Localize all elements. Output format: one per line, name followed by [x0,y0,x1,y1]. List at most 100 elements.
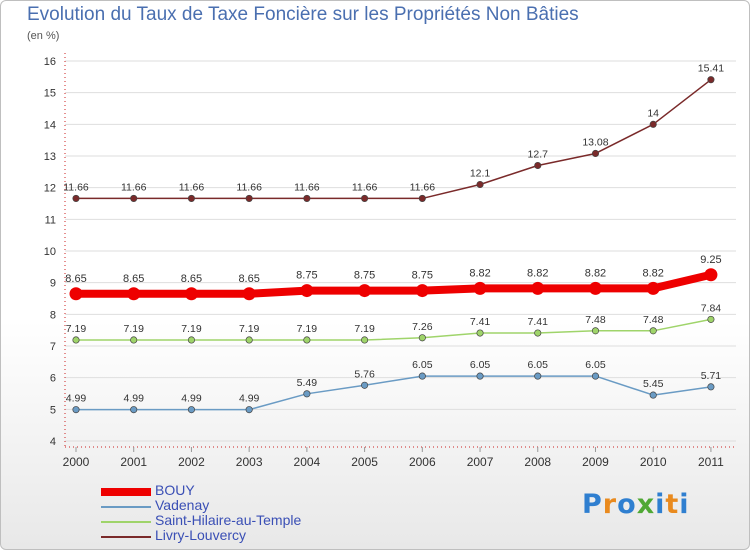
data-point-livry-louvercy [245,194,253,202]
data-label-bouy: 8.75 [354,270,375,282]
logo-letter: x [636,489,656,520]
data-point-vadenay [707,383,715,391]
x-tick-label: 2010 [640,455,667,469]
data-point-livry-louvercy [130,194,138,202]
x-tick-label: 2005 [351,455,378,469]
data-point-vadenay [303,390,311,398]
y-tick-label: 6 [50,373,56,385]
data-point-vadenay [418,372,426,380]
data-point-saint-hilaire-au-temple [418,334,426,342]
logo-letter: r [602,489,618,520]
data-point-vadenay [534,372,542,380]
data-label-bouy: 8.82 [585,267,606,279]
data-label-vadenay: 4.99 [239,393,260,405]
data-point-bouy [69,287,83,301]
y-tick-label: 9 [50,278,56,290]
data-point-vadenay [476,372,484,380]
x-tick-label: 2006 [409,455,436,469]
data-point-livry-louvercy [534,161,542,170]
x-tick-label: 2011 [698,455,724,469]
data-label-bouy: 8.82 [469,267,490,279]
data-point-saint-hilaire-au-temple [130,336,138,344]
legend-swatch [101,536,151,538]
data-label-vadenay: 6.05 [470,359,491,371]
data-label-vadenay: 4.99 [124,393,145,405]
logo-letter: i [679,489,690,520]
data-label-bouy: 8.75 [296,270,317,282]
y-tick-label: 14 [44,119,56,131]
data-point-saint-hilaire-au-temple [707,315,715,323]
data-label-livry-louvercy: 11.66 [410,181,436,193]
data-point-saint-hilaire-au-temple [303,336,311,344]
x-tick-label: 2008 [524,455,551,469]
data-label-vadenay: 6.05 [412,359,433,371]
y-axis-unit-label: (en %) [27,30,60,42]
x-tick-label: 2000 [63,455,90,469]
data-point-saint-hilaire-au-temple [476,329,484,337]
y-tick-label: 4 [50,436,56,448]
logo-letter: i [655,489,666,520]
data-point-livry-louvercy [476,180,484,189]
x-tick-label: 2009 [582,455,609,469]
y-tick-label: 10 [44,246,56,258]
x-tick-label: 2003 [236,455,263,469]
data-point-bouy [704,268,718,282]
data-label-bouy: 8.65 [65,273,86,285]
data-label-bouy: 8.82 [527,267,548,279]
data-point-saint-hilaire-au-temple [361,336,369,344]
x-tick-label: 2002 [178,455,205,469]
data-point-bouy [242,287,256,301]
legend-swatch [101,506,151,508]
data-point-bouy [184,287,198,301]
data-point-bouy [588,281,602,295]
proxiti-logo: Proxiti [582,489,690,520]
data-point-bouy [415,284,429,298]
data-point-saint-hilaire-au-temple [72,336,80,344]
y-tick-label: 12 [44,183,56,195]
data-label-livry-louvercy: 12.1 [470,168,491,180]
data-point-livry-louvercy [707,76,715,84]
data-label-saint-hilaire-au-temple: 7.19 [124,323,145,335]
data-point-livry-louvercy [303,194,311,202]
series-line-bouy [76,270,712,298]
data-point-bouy [531,281,545,295]
legend-label: Saint-Hilaire-au-Temple [155,512,302,528]
line-chart: 4 5 6 7 8 9 10 11 12 13 14 15 16 2000 2001 2002 2003 2004… [44,53,736,469]
data-label-vadenay: 4.99 [181,393,202,405]
data-label-saint-hilaire-au-temple: 7.48 [643,314,664,326]
data-point-vadenay [130,406,138,414]
x-tick-label: 2007 [467,455,494,469]
data-point-saint-hilaire-au-temple [649,327,657,335]
y-tick-label: 5 [50,404,56,416]
data-label-vadenay: 4.99 [66,393,87,405]
data-label-saint-hilaire-au-temple: 7.48 [585,314,606,326]
data-point-bouy [300,284,314,298]
legend-label: Livry-Louvercy [155,527,247,543]
logo-letter: t [665,489,680,520]
y-tick-label: 11 [45,214,56,226]
data-label-bouy: 8.75 [412,270,433,282]
series-line-vadenay [76,375,712,411]
y-tick-label: 13 [44,151,56,163]
data-label-bouy: 8.65 [238,273,259,285]
data-point-livry-louvercy [187,194,195,202]
data-label-livry-louvercy: 11.66 [179,181,205,193]
series-line-saint-hilaire-au-temple [76,318,712,341]
data-point-livry-louvercy [649,120,657,128]
data-label-livry-louvercy: 11.66 [121,181,147,193]
data-label-saint-hilaire-au-temple: 7.19 [354,323,375,335]
data-label-saint-hilaire-au-temple: 7.19 [66,323,87,335]
logo-letter: P [582,489,603,520]
data-label-saint-hilaire-au-temple: 7.84 [701,302,722,314]
data-label-bouy: 9.25 [700,254,721,266]
data-point-vadenay [72,406,80,414]
data-point-saint-hilaire-au-temple [245,336,253,344]
data-point-vadenay [591,372,600,380]
legend-swatch [101,521,151,523]
data-point-saint-hilaire-au-temple [591,327,600,335]
data-label-saint-hilaire-au-temple: 7.19 [239,323,260,335]
data-point-livry-louvercy [72,194,80,202]
data-point-saint-hilaire-au-temple [534,329,542,337]
data-label-bouy: 8.65 [123,273,144,285]
data-point-livry-louvercy [591,149,600,158]
